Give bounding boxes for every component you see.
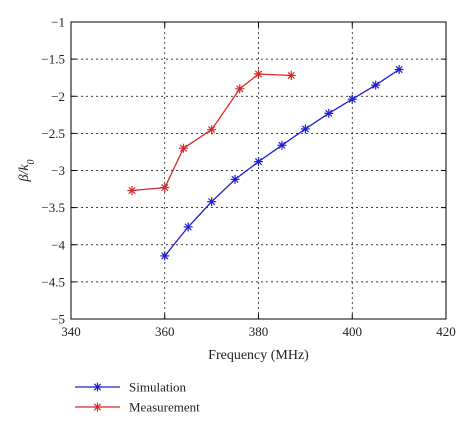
simulation-point [230, 174, 240, 184]
simulation-point [277, 140, 287, 150]
measurement-point [207, 125, 217, 135]
simulation-point [207, 197, 217, 207]
y-tick-label: −1.5 [41, 52, 65, 67]
x-tick-label: 380 [249, 324, 269, 339]
y-axis-title-subscript: 0 [26, 159, 37, 164]
y-tick-label: −3.5 [41, 200, 65, 215]
simulation-point [371, 80, 381, 90]
measurement-point [235, 84, 245, 94]
legend-marker-measurement [93, 402, 102, 412]
y-tick-label: −4.5 [41, 274, 65, 289]
y-tick-label: −1 [51, 15, 65, 30]
y-axis-title-main: β/k [17, 164, 32, 183]
y-tick-label: −2 [51, 89, 65, 104]
measurement-point [179, 143, 188, 153]
simulation-point [254, 157, 263, 167]
legend-label-simulation: Simulation [129, 380, 187, 395]
simulation-point [324, 108, 334, 118]
y-tick-label: −3 [51, 163, 65, 178]
y-tick-label: −4 [51, 237, 65, 252]
measurement-point [254, 69, 263, 79]
simulation-point [347, 94, 357, 104]
measurement-point [160, 183, 170, 193]
measurement-point [127, 186, 137, 196]
axis-ticks: 340 360 380 400 420 −1 −1.5 −2 −2.5 −3 −3.5 −4 −4.5 −… [41, 15, 455, 340]
x-tick-label: 340 [61, 324, 81, 339]
y-axis-title: β/k0 [17, 159, 37, 182]
legend-label-measurement: Measurement [129, 400, 200, 415]
legend-marker-simulation [93, 382, 102, 392]
simulation-point [183, 222, 193, 232]
simulation-point [160, 251, 170, 261]
x-axis-title: Frequency (MHz) [208, 348, 309, 363]
measurement-point [286, 70, 296, 80]
legend: Simulation Measurement [75, 380, 200, 415]
simulation-point [300, 124, 310, 134]
x-tick-label: 400 [343, 324, 363, 339]
simulation-point [394, 65, 404, 75]
series-layer [127, 65, 404, 261]
x-tick-label: 360 [155, 324, 175, 339]
y-tick-label: −2.5 [41, 126, 65, 141]
simulation-line [164, 68, 400, 257]
x-tick-label: 420 [436, 324, 456, 339]
y-tick-label: −5 [51, 312, 65, 327]
grid [71, 22, 446, 319]
